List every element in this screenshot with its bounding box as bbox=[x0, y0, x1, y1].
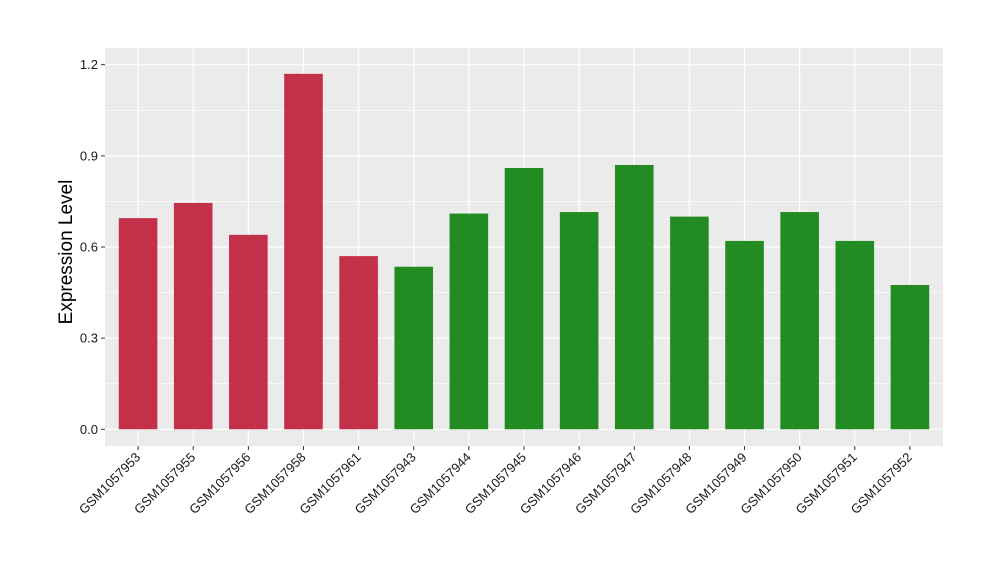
x-axis: GSM1057953GSM1057955GSM1057956GSM1057958… bbox=[76, 446, 915, 517]
bar bbox=[394, 266, 434, 430]
bars bbox=[118, 73, 930, 430]
y-tick-label: 1.2 bbox=[80, 57, 98, 72]
bar bbox=[670, 216, 709, 430]
y-tick-label: 0.0 bbox=[80, 422, 98, 437]
y-tick-label: 0.3 bbox=[80, 331, 98, 346]
bar bbox=[890, 284, 930, 430]
y-tick-label: 0.9 bbox=[80, 148, 98, 163]
bar bbox=[504, 168, 544, 430]
y-axis-title: Expression Level bbox=[56, 180, 77, 325]
bar bbox=[118, 218, 158, 430]
bar bbox=[835, 240, 875, 430]
bar bbox=[725, 240, 764, 430]
y-tick-label: 0.6 bbox=[80, 240, 98, 255]
bar bbox=[614, 164, 654, 430]
bar bbox=[339, 256, 378, 430]
bar bbox=[559, 212, 599, 430]
bar bbox=[449, 213, 489, 430]
bar bbox=[284, 73, 323, 430]
bar bbox=[173, 202, 213, 430]
y-axis: 0.0 0.3 0.6 0.9 1.2 bbox=[80, 57, 105, 437]
bar bbox=[780, 212, 819, 430]
bar bbox=[229, 234, 268, 430]
